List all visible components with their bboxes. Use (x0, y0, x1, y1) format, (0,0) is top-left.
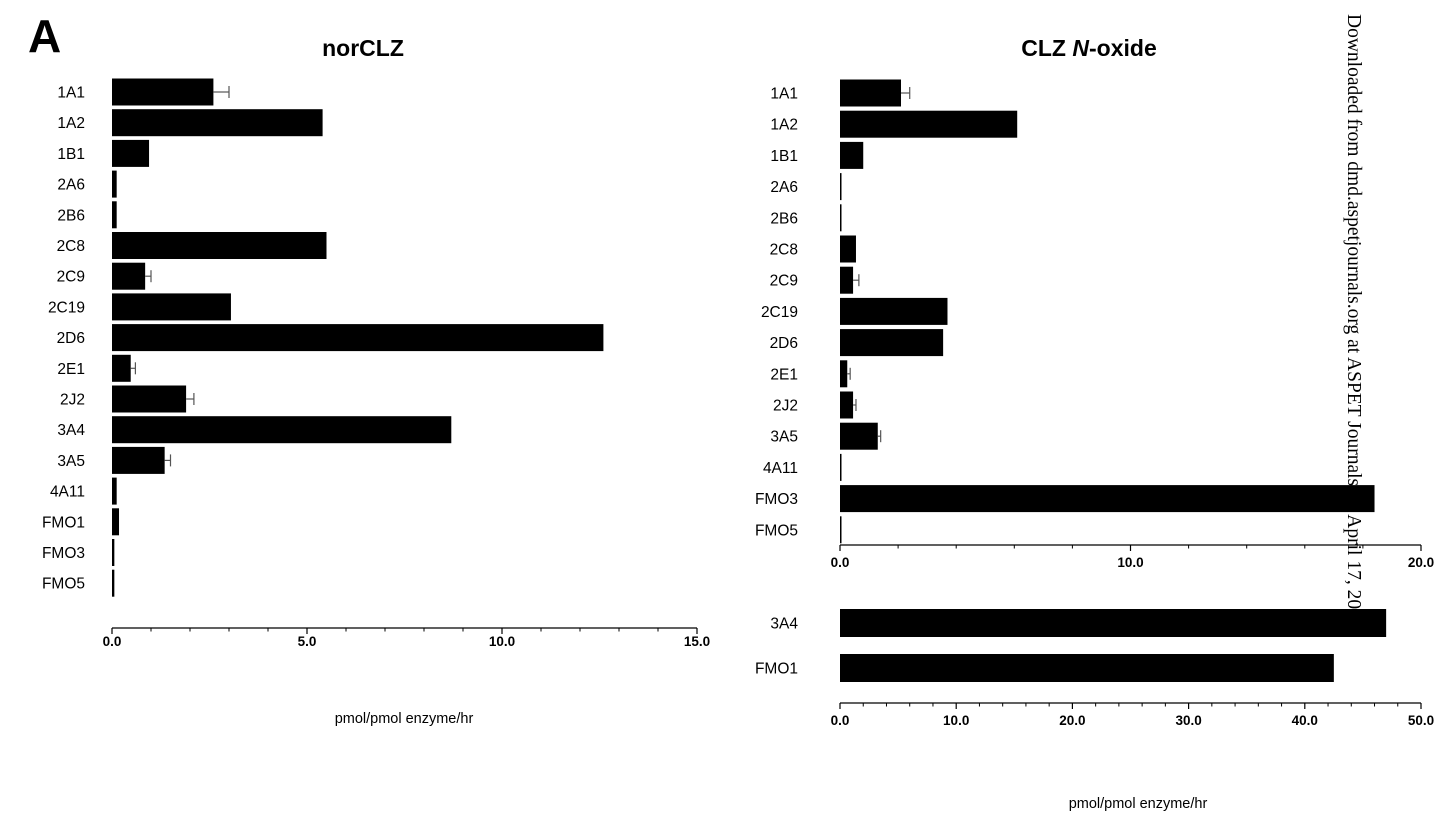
bar-4a11 (840, 453, 842, 481)
chart-clz-n-oxide-lower: 3A4 FMO1 0.0 10.0 20.0 30.0 40.0 50.0 (755, 609, 1434, 728)
x-tick-label-15-0: 15.0 (684, 634, 710, 649)
chart-title-norclz: norCLZ (322, 35, 404, 61)
bar-2b6 (840, 204, 842, 232)
chart-norclz: 1A1 1A2 1B1 2A6 2B6 2C8 2C9 2C19 2D6 2E1 2J2 3A4 3A5… (42, 78, 710, 649)
bar-fmo1 (112, 508, 120, 536)
category-label-2e1: 2E1 (770, 366, 798, 383)
category-label-fmo3: FMO3 (755, 491, 798, 508)
category-label-1a1: 1A1 (770, 86, 798, 103)
bar-2d6 (840, 329, 944, 357)
bar-fmo3 (840, 485, 1375, 513)
category-label-3a5: 3A5 (57, 453, 85, 470)
bar-2d6 (112, 324, 604, 352)
category-label-2c19: 2C19 (761, 304, 798, 321)
category-label-2d6: 2D6 (770, 335, 798, 352)
chart-clz-n-oxide-upper: 1A1 1A2 1B1 2A6 2B6 2C8 2C9 2C19 2D6 2E1 2J2 3A5 4A1… (755, 79, 1434, 570)
bar-2c19 (112, 293, 231, 321)
x-tick-label-20-0: 20.0 (1408, 555, 1434, 570)
bar-fmo1 (840, 654, 1334, 682)
category-label-2a6: 2A6 (770, 179, 798, 196)
bar-fmo5 (840, 516, 842, 544)
category-label-1b1: 1B1 (57, 146, 85, 163)
category-label-2b6: 2B6 (770, 210, 798, 227)
bar-2b6 (112, 201, 117, 229)
bar-3a4 (840, 609, 1387, 637)
category-label-1a2: 1A2 (770, 117, 798, 134)
category-label-3a5: 3A5 (770, 429, 798, 446)
bar-2e1 (112, 354, 131, 382)
bar-fmo5 (112, 569, 115, 597)
x-tick-label-10-0: 10.0 (1117, 555, 1143, 570)
category-label-fmo5: FMO5 (755, 522, 798, 539)
category-label-4a11: 4A11 (50, 484, 85, 501)
bar-2j2 (840, 391, 854, 419)
category-label-2a6: 2A6 (57, 177, 85, 194)
category-label-2d6: 2D6 (57, 330, 85, 347)
category-label-fmo5: FMO5 (42, 576, 85, 593)
title-part-plain: CLZ (1021, 35, 1072, 61)
bar-4a11 (112, 477, 117, 505)
bar-3a5 (840, 422, 878, 450)
bar-3a4 (112, 416, 452, 444)
bar-1a1 (840, 79, 902, 107)
bar-2c9 (112, 262, 146, 290)
category-label-2b6: 2B6 (57, 207, 85, 224)
category-label-1a1: 1A1 (57, 85, 85, 102)
x-tick-label-5-0: 5.0 (298, 634, 317, 649)
bar-2c19 (840, 297, 948, 325)
x-tick-label-30-0: 30.0 (1175, 713, 1201, 728)
x-tick-label-0-0: 0.0 (831, 555, 850, 570)
bar-1a2 (112, 109, 323, 137)
category-label-2j2: 2J2 (773, 398, 798, 415)
category-label-3a4: 3A4 (57, 422, 85, 439)
x-tick-label-10-0: 10.0 (489, 634, 515, 649)
x-tick-label-10-0: 10.0 (943, 713, 969, 728)
bar-2c8 (112, 232, 327, 259)
category-label-2c9: 2C9 (57, 269, 85, 286)
title-part-italic: N (1072, 35, 1089, 61)
category-label-2c19: 2C19 (48, 299, 85, 316)
bar-3a5 (112, 446, 165, 474)
bar-2e1 (840, 360, 848, 388)
bar-1a1 (112, 78, 214, 106)
x-axis-label-clz-n-oxide: pmol/pmol enzyme/hr (1069, 796, 1208, 812)
download-watermark: Downloaded from dmd.aspetjournals.org at… (1343, 14, 1364, 629)
x-tick-label-40-0: 40.0 (1292, 713, 1318, 728)
category-label-2c8: 2C8 (770, 242, 798, 259)
category-label-4a11: 4A11 (763, 460, 798, 477)
category-label-2c8: 2C8 (57, 238, 85, 255)
bar-2c8 (840, 235, 856, 263)
x-axis-label-norclz: pmol/pmol enzyme/hr (335, 711, 474, 727)
panel-label: A (28, 10, 61, 62)
category-label-1a2: 1A2 (57, 115, 85, 132)
bar-2a6 (112, 170, 117, 198)
bar-2a6 (840, 173, 842, 201)
category-label-2c9: 2C9 (770, 273, 798, 290)
bar-1a2 (840, 110, 1018, 138)
bar-2j2 (112, 385, 187, 413)
category-label-2e1: 2E1 (57, 361, 85, 378)
category-label-fmo3: FMO3 (42, 545, 85, 562)
category-label-2j2: 2J2 (60, 392, 85, 409)
title-part-suffix: -oxide (1089, 35, 1157, 61)
bar-1b1 (112, 139, 150, 167)
category-label-fmo1: FMO1 (42, 514, 85, 531)
category-label-fmo1: FMO1 (755, 661, 798, 678)
x-tick-label-0-0: 0.0 (103, 634, 122, 649)
bar-2c9 (840, 266, 854, 294)
category-label-3a4: 3A4 (770, 616, 798, 633)
x-tick-label-0-0: 0.0 (831, 713, 850, 728)
category-label-1b1: 1B1 (770, 148, 798, 165)
x-tick-label-20-0: 20.0 (1059, 713, 1085, 728)
chart-title-clz-n-oxide: CLZ N-oxide (1021, 35, 1156, 61)
bar-fmo3 (112, 539, 115, 566)
x-tick-label-50-0: 50.0 (1408, 713, 1434, 728)
bar-1b1 (840, 141, 864, 169)
